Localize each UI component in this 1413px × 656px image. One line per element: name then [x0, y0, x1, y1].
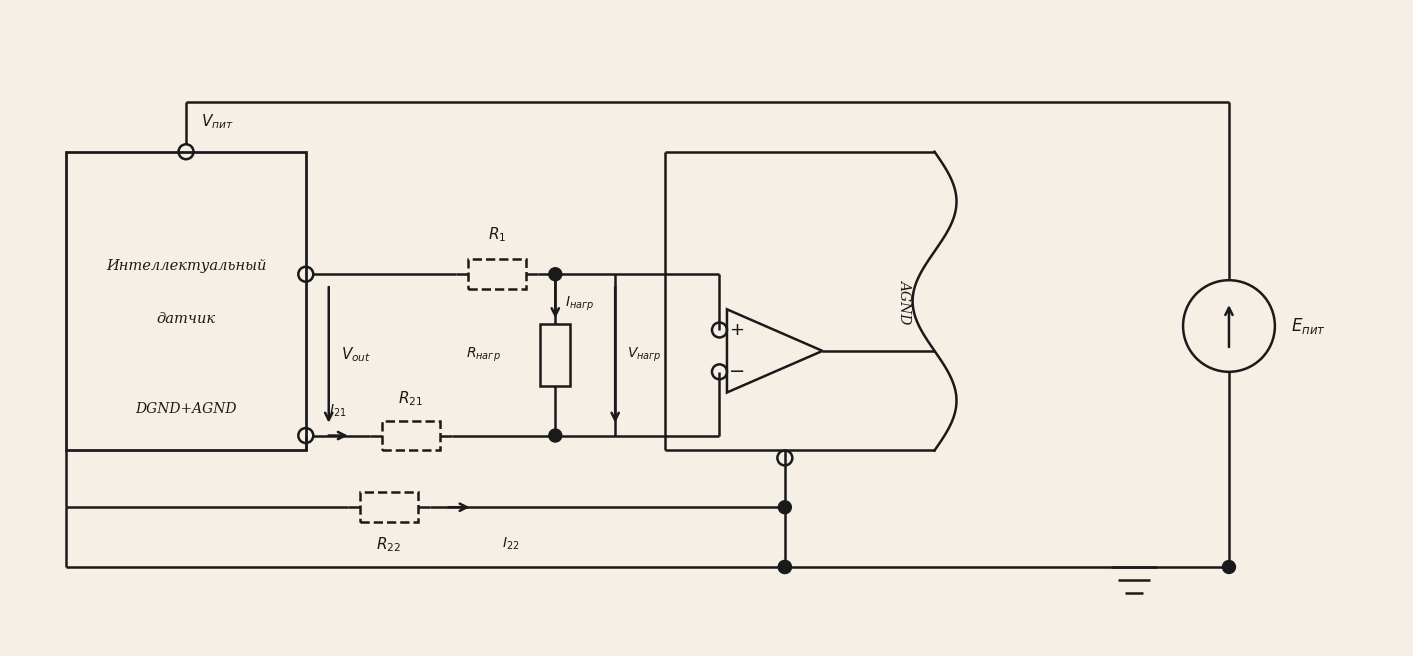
Text: датчик: датчик	[157, 312, 216, 326]
Circle shape	[548, 268, 562, 281]
Circle shape	[779, 560, 791, 573]
Circle shape	[548, 429, 562, 442]
FancyBboxPatch shape	[469, 259, 527, 289]
Text: $R_{нагр}$: $R_{нагр}$	[466, 346, 500, 364]
Text: Интеллектуальный: Интеллектуальный	[106, 259, 266, 274]
Text: $I_{22}$: $I_{22}$	[502, 535, 519, 552]
Text: $R_1$: $R_1$	[489, 226, 507, 244]
Text: $E_{пит}$: $E_{пит}$	[1291, 316, 1325, 336]
Text: AGND: AGND	[897, 279, 911, 323]
Text: +: +	[729, 321, 745, 339]
FancyBboxPatch shape	[382, 420, 439, 451]
Circle shape	[779, 501, 791, 514]
Text: $V_{out}$: $V_{out}$	[341, 346, 372, 364]
Text: DGND+AGND: DGND+AGND	[136, 401, 237, 416]
FancyBboxPatch shape	[66, 152, 305, 451]
Text: $R_{22}$: $R_{22}$	[376, 535, 401, 554]
Text: $V_{пит}$: $V_{пит}$	[201, 113, 233, 131]
Text: $V_{нагр}$: $V_{нагр}$	[627, 346, 661, 364]
Text: $I_{нагр}$: $I_{нагр}$	[565, 295, 595, 314]
Circle shape	[779, 560, 791, 573]
FancyBboxPatch shape	[360, 492, 418, 522]
Text: $I_{21}$: $I_{21}$	[329, 402, 346, 419]
Text: −: −	[729, 362, 745, 381]
Text: $R_{21}$: $R_{21}$	[398, 389, 422, 407]
FancyBboxPatch shape	[540, 324, 571, 386]
Circle shape	[1222, 560, 1235, 573]
